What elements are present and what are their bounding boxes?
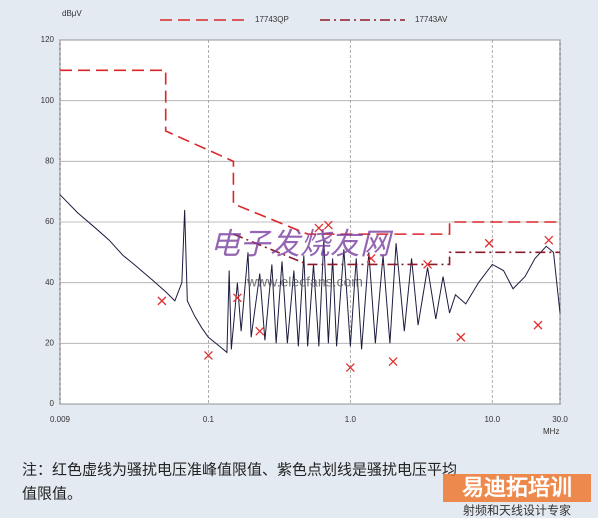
watermark: 电子发烧友网	[210, 227, 394, 262]
marker	[314, 223, 324, 233]
watermark-box	[443, 474, 591, 502]
y-tick-label: 60	[45, 217, 54, 226]
watermark: 易迪拓培训	[462, 475, 572, 501]
marker	[456, 332, 466, 342]
marker	[323, 220, 333, 230]
marker	[388, 357, 398, 366]
caption-line: 注：红色虚线为骚扰电压准峰值限值、紫色点划线是骚扰电压平均	[22, 461, 457, 479]
marker	[484, 238, 494, 248]
marker	[255, 326, 265, 336]
marker	[203, 351, 213, 360]
caption-line: 值限值。	[22, 485, 82, 503]
marker	[157, 296, 167, 306]
x-tick-label: 10.0	[484, 415, 500, 424]
y-tick-label: 100	[41, 96, 55, 105]
y-unit: dBμV	[62, 9, 82, 18]
y-tick-label: 80	[45, 156, 54, 165]
marker	[366, 253, 376, 263]
series-line	[233, 233, 560, 266]
series-line	[60, 69, 560, 235]
marker	[544, 235, 554, 245]
marker	[232, 293, 242, 303]
marker	[345, 363, 355, 373]
y-tick-label: 120	[41, 35, 55, 44]
legend-label: 17743AV	[415, 15, 448, 24]
x-tick-label: 30.0	[552, 415, 568, 424]
legend-label: 17743QP	[255, 15, 289, 24]
y-tick-label: 0	[50, 399, 55, 408]
x-unit: MHz	[543, 427, 559, 436]
watermark: 射频和天线设计专家	[463, 503, 571, 518]
marker	[423, 260, 433, 269]
y-tick-label: 40	[45, 278, 54, 287]
x-tick-label: 0.1	[203, 415, 215, 424]
y-tick-label: 20	[45, 338, 54, 347]
series-line	[59, 194, 561, 354]
x-tick-label: 1.0	[345, 415, 357, 424]
watermark: www.elecfans.com	[246, 274, 363, 290]
x-tick-label: 0.009	[50, 415, 71, 424]
marker	[533, 320, 543, 330]
